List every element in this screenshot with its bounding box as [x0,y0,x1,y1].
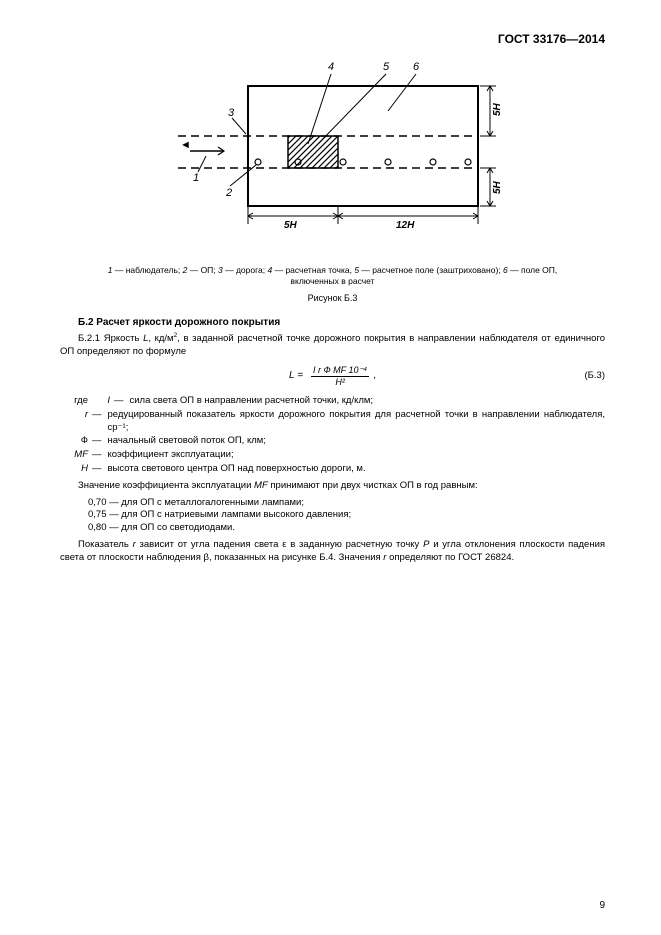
definitions-block: где I — сила света ОП в направлении расч… [60,395,605,476]
observer-arrowhead-icon: ◄ [180,139,191,151]
def-row-3: MF — коэффициент эксплуатации; [60,449,605,462]
figure-b3-diagram: 4 5 6 [60,56,605,259]
formula-fraction: I r Ф MF 10⁻⁴ H² [311,365,369,387]
dim-r2-label: 5H [492,180,503,194]
cap-t5: — расчетное поле (заштриховано); [359,265,503,275]
dim-r1-label: 5H [492,102,503,116]
formula-suffix: , [373,370,376,381]
page-number: 9 [599,900,605,911]
dim-5h-label: 5H [284,220,298,231]
para-r-a: Показатель [78,539,133,550]
cap-t2: — ОП; [187,265,218,275]
mf-item-0: 0,70 — для ОП с металлогалогенными лампа… [88,497,605,510]
pointer-5-line [318,74,386,144]
lamp-5 [430,159,436,165]
pointer-2-label: 2 [225,187,232,199]
def-4-text: высота светового центра ОП над поверхнос… [108,463,606,476]
pointer-5-label: 5 [383,61,390,73]
pointer-3-line [232,118,246,134]
def-4-label: H [60,463,92,476]
def-2-sep: — [92,435,108,448]
def-1-text: редуцированный показатель яркости дорожн… [108,409,606,435]
pointer-4-label: 4 [328,61,334,73]
def-row-2: Ф — начальный световой поток ОП, клм; [60,435,605,448]
para-r-b: зависит от угла падения света ε в заданн… [136,539,423,550]
def-2-text: начальный световой поток ОП, клм; [108,435,606,448]
cap-t6: — поле ОП, [508,265,558,275]
mf-intro: Значение коэффициента эксплуатации MF пр… [60,480,605,493]
lamp-1 [255,159,261,165]
formula-lhs: L = [289,370,303,381]
para-b21: Б.2.1 Яркость L, кд/м2, в заданной расче… [60,332,605,359]
para-r-d: определяют по ГОСТ 26824. [386,552,514,563]
def-1-sep: — [92,409,108,435]
doc-header: ГОСТ 33176—2014 [60,32,605,46]
def-0-sep: — [114,395,130,408]
section-title: Б.2 Расчет яркости дорожного покрытия [78,317,605,328]
para-r: Показатель r зависит от угла падения све… [60,539,605,565]
def-3-text: коэффициент эксплуатации; [108,449,606,462]
def-row-1: r — редуцированный показатель яркости до… [60,409,605,435]
lamp-3 [340,159,346,165]
cap-line2: включенных в расчет [291,276,375,286]
pointer-6-line [388,74,416,111]
def-3-label: MF [60,449,92,462]
def-row-4: H — высота светового центра ОП над повер… [60,463,605,476]
cap-t3: — дорога; [223,265,268,275]
mf-intro-b: принимают при двух чистках ОП в год равн… [268,480,478,491]
lamp-6 [465,159,471,165]
figure-caption: 1 — наблюдатель; 2 — ОП; 3 — дорога; 4 —… [80,265,585,287]
def-3-sep: — [92,449,108,462]
def-0-label: I [92,395,114,408]
para-b21-a: Б.2.1 Яркость [78,333,143,344]
formula-num-text: I r Ф MF 10⁻⁴ [313,365,367,375]
diagram-svg: 4 5 6 [148,56,518,256]
formula-den-text: H² [335,377,345,387]
cap-t4: — расчетная точка, [272,265,354,275]
dim-12h-label: 12H [396,220,415,231]
formula-b3: L = I r Ф MF 10⁻⁴ H² , (Б.3) [60,365,605,387]
def-2-label: Ф [60,435,92,448]
formula-number: (Б.3) [585,370,605,381]
mf-item-1: 0,75 — для ОП с натриевыми лампами высок… [88,509,605,522]
lamp-4 [385,159,391,165]
mf-intro-a: Значение коэффициента эксплуатации [78,480,254,491]
pointer-6-label: 6 [413,61,420,73]
def-0-text: сила света ОП в направлении расчетной то… [130,395,606,408]
def-1-label: r [60,409,92,435]
pointer-1-line [198,156,206,172]
defs-intro: где [60,395,92,408]
def-4-sep: — [92,463,108,476]
formula-den: H² [311,377,369,387]
mf-intro-sym: MF [254,480,268,491]
mf-item-2: 0,80 — для ОП со светодиодами. [88,522,605,535]
page: ГОСТ 33176—2014 4 5 6 [0,0,661,935]
para-b21-b: , кд/м [148,333,173,344]
def-row-0: где I — сила света ОП в направлении расч… [60,395,605,408]
pointer-1-label: 1 [193,172,199,184]
outer-rect [248,86,478,206]
figure-label: Рисунок Б.3 [60,293,605,303]
formula-num: I r Ф MF 10⁻⁴ [311,365,369,377]
pointer-3-label: 3 [228,107,235,119]
cap-t1: — наблюдатель; [112,265,182,275]
